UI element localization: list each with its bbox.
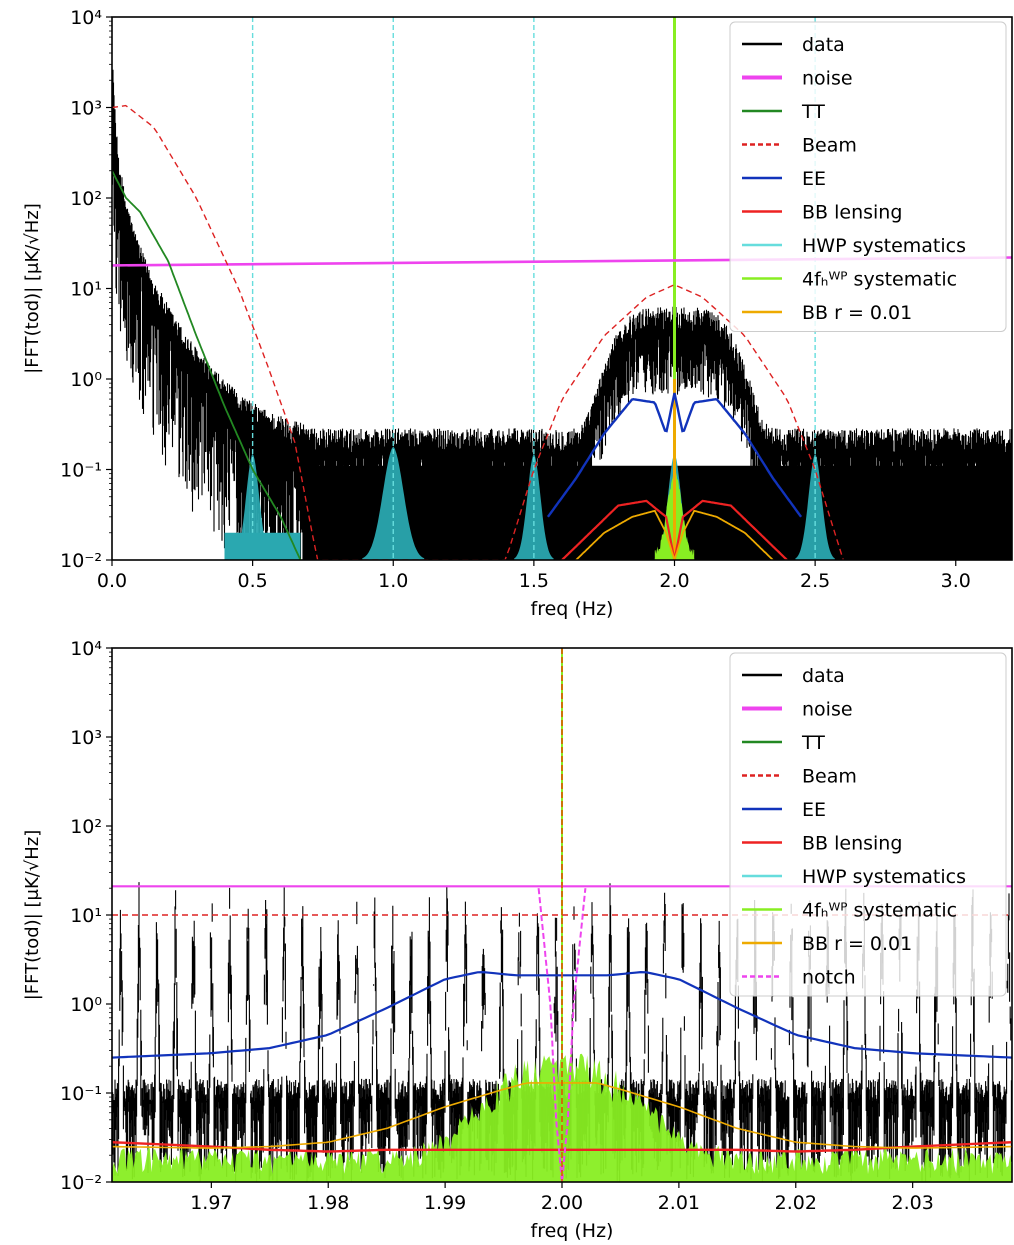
legend-label: TT (801, 101, 825, 123)
x-tick-label: 1.99 (424, 1192, 466, 1214)
x-tick-label: 2.5 (800, 570, 830, 592)
x-tick-label: 2.0 (659, 570, 689, 592)
y-axis-label: |FFT(tod)| [μK/√Hz] (22, 203, 43, 374)
x-tick-label: 2.02 (775, 1192, 817, 1214)
y-tick-label: 10² (70, 816, 102, 838)
legend-label: notch (802, 967, 856, 989)
panel-zoom: 1.97 1.98 1.99 2.00 2.01 2.02 2.03 freq (Hz) 10⁻… (22, 638, 1013, 1242)
series-ee (546, 392, 803, 518)
legend-box (729, 652, 1007, 997)
series-beam (112, 104, 844, 560)
y-tick-label: 10⁴ (70, 638, 102, 660)
x-tick-label: 2.03 (891, 1192, 933, 1214)
panel-full: 0.0 0.5 1.0 1.5 2.0 2.5 3.0 freq (Hz) 10⁻² 10⁻¹ 10… (22, 7, 1013, 620)
legend-label: noise (802, 68, 853, 90)
x-tick-label: 1.98 (307, 1192, 349, 1214)
x-tick-label: 0.0 (97, 570, 127, 592)
legend-label: BB lensing (802, 833, 902, 855)
plot-area (112, 648, 1012, 1182)
legend-label: EE (802, 168, 826, 190)
legend-box (729, 21, 1007, 332)
series-notch (537, 888, 587, 1182)
y-tick-label: 10⁰ (70, 369, 102, 391)
legend-label: Beam (802, 766, 857, 788)
x-axis-label: freq (Hz) (531, 1220, 614, 1242)
legend-label: TT (801, 732, 825, 754)
x-tick-label: 1.0 (378, 570, 408, 592)
y-tick-label: 10⁴ (70, 7, 102, 29)
legend-label: BB r = 0.01 (802, 933, 912, 955)
y-tick-label: 10⁻¹ (60, 460, 102, 482)
y-tick-label: 10³ (70, 98, 102, 120)
legend-label: HWP systematics (802, 235, 966, 257)
y-tick-label: 10¹ (70, 279, 102, 301)
legend-label: 4fₕᵂᴾ systematic (802, 269, 957, 291)
y-tick-label: 10⁻¹ (60, 1083, 102, 1105)
series-bb-lensing (561, 499, 788, 560)
y-tick-label: 10⁻² (60, 550, 102, 572)
legend: data noise TT Beam EE BB lensing HWP systemati… (729, 652, 1007, 997)
hwp-peak (362, 446, 425, 560)
legend: data noise TT Beam EE BB lensing HWP systemati… (729, 21, 1007, 332)
y-tick-label: 10⁰ (70, 994, 102, 1016)
series-tt (112, 170, 302, 560)
y-tick-label: 10² (70, 188, 102, 210)
legend-label: data (802, 34, 845, 56)
x-tick-label: 0.5 (238, 570, 268, 592)
legend-label: BB r = 0.01 (802, 302, 912, 324)
y-tick-label: 10⁻² (60, 1172, 102, 1194)
y-tick-label: 10¹ (70, 905, 102, 927)
y-tick-label: 10³ (70, 727, 102, 749)
plot-area (112, 17, 1012, 560)
legend-label: 4fₕᵂᴾ systematic (802, 900, 957, 922)
series-bb-r-0-01 (575, 509, 774, 560)
x-axis-label: freq (Hz) (531, 598, 614, 620)
legend-label: HWP systematics (802, 866, 966, 888)
x-tick-label: 1.5 (519, 570, 549, 592)
y-axis-label: |FFT(tod)| [μK/√Hz] (22, 830, 43, 1001)
series-bb-lensing (112, 1141, 1012, 1153)
x-tick-label: 1.97 (190, 1192, 232, 1214)
legend-label: BB lensing (802, 202, 902, 224)
legend-label: EE (802, 799, 826, 821)
legend-label: noise (802, 699, 853, 721)
x-tick-label: 2.01 (658, 1192, 700, 1214)
legend-label: Beam (802, 135, 857, 157)
legend-label: data (802, 665, 845, 687)
hwp-fill (224, 532, 301, 560)
x-tick-label: 3.0 (941, 570, 971, 592)
x-tick-label: 2.00 (541, 1192, 583, 1214)
